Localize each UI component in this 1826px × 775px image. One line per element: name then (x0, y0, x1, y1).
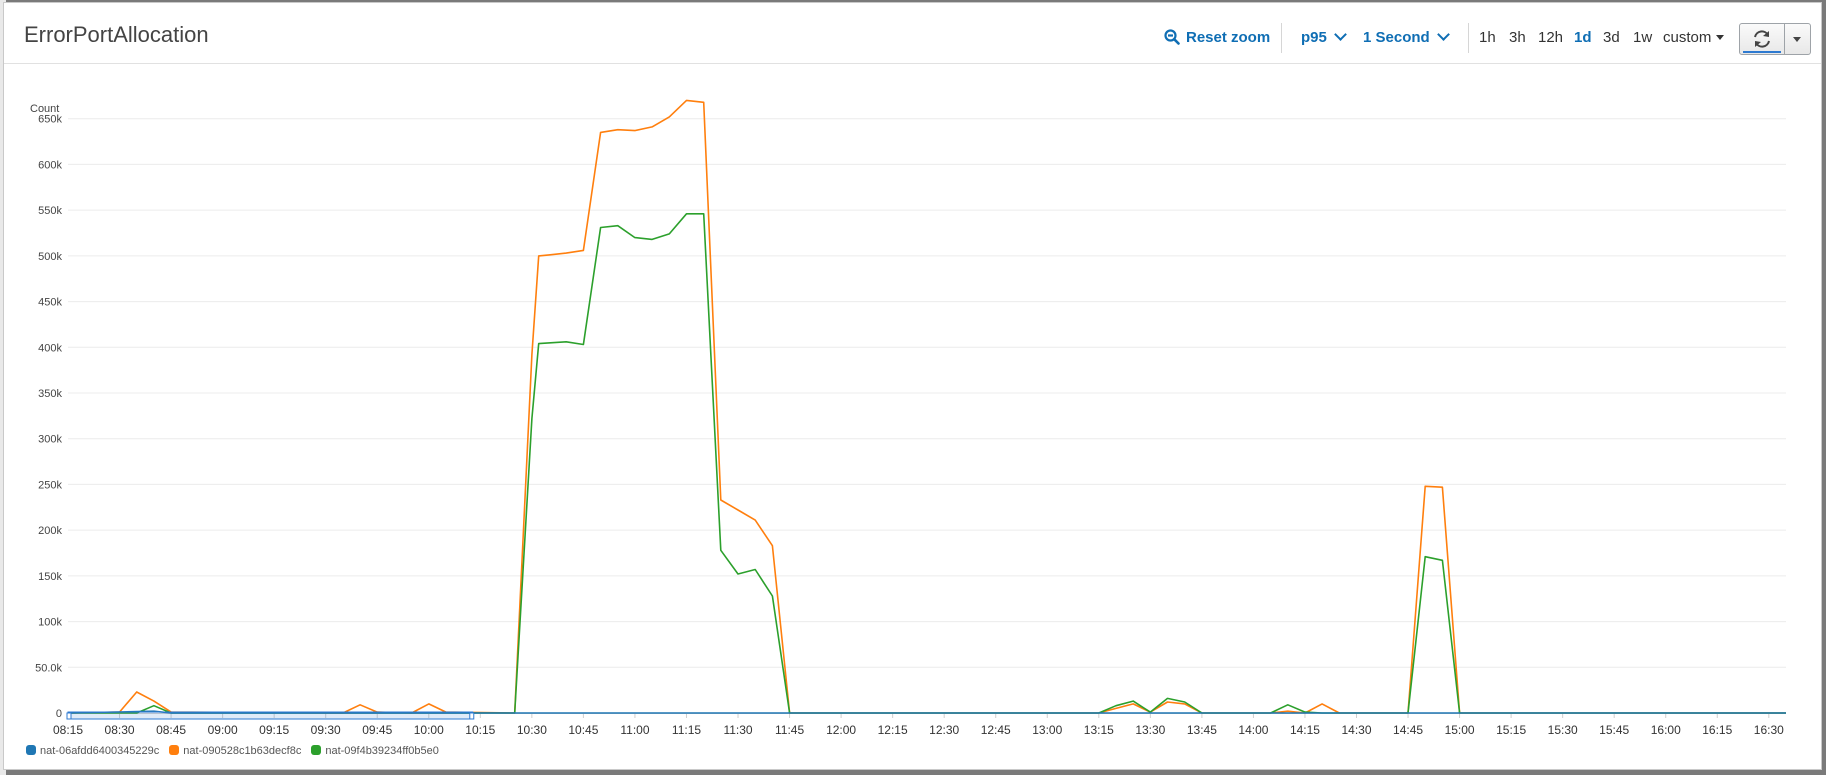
y-axis-label: Count (30, 103, 59, 115)
legend-item[interactable]: nat-090528c1b63decf8c (169, 745, 301, 757)
x-tick-label: 10:30 (517, 723, 547, 737)
x-tick-label: 13:30 (1135, 723, 1165, 737)
legend-label: nat-090528c1b63decf8c (183, 745, 302, 757)
y-tick-label: 0 (56, 708, 62, 720)
period-dropdown[interactable]: 1 Second (1363, 21, 1450, 55)
legend-item[interactable]: nat-09f4b39234ff0b5e0 (311, 745, 439, 757)
x-tick-label: 14:30 (1341, 723, 1371, 737)
x-tick-label: 12:15 (878, 723, 908, 737)
legend-label: nat-06afdd6400345229c (40, 745, 160, 757)
zoom-brush-handle-right (469, 712, 475, 720)
x-tick-label: 13:15 (1084, 723, 1114, 737)
chevron-down-icon (1333, 28, 1347, 41)
zoom-brush-handle-left (66, 712, 72, 720)
custom-range-label: custom (1663, 29, 1712, 46)
x-tick-label: 12:45 (981, 723, 1011, 737)
x-tick-label: 11:30 (723, 723, 752, 737)
x-tick-label: 09:00 (208, 723, 238, 737)
x-tick-label: 15:30 (1548, 723, 1578, 737)
x-tick-label: 10:00 (414, 723, 444, 737)
divider (1281, 23, 1282, 53)
range-1d[interactable]: 1d (1574, 29, 1592, 46)
range-3d[interactable]: 3d (1603, 29, 1620, 46)
legend-swatch (311, 745, 322, 755)
y-tick-label: 200k (38, 525, 62, 537)
period-value: 1 Second (1363, 29, 1430, 46)
y-tick-label: 400k (38, 342, 62, 354)
widget-header: ErrorPortAllocation Reset zoom p95 1 Sec… (4, 3, 1821, 64)
x-tick-label: 08:30 (105, 723, 135, 737)
refresh-button[interactable] (1740, 24, 1785, 54)
legend-label: nat-09f4b39234ff0b5e0 (325, 745, 439, 757)
chevron-down-icon (1436, 28, 1450, 41)
range-1h[interactable]: 1h (1479, 29, 1496, 46)
caret-down-icon (1793, 37, 1801, 42)
x-tick-label: 14:15 (1290, 723, 1320, 737)
x-tick-label: 11:15 (672, 723, 701, 737)
x-tick-label: 09:15 (259, 723, 289, 737)
zoom-out-icon (1164, 29, 1180, 45)
x-tick-label: 15:45 (1599, 723, 1629, 737)
x-tick-label: 10:15 (465, 723, 495, 737)
y-tick-label: 350k (38, 388, 62, 400)
y-tick-label: 100k (38, 617, 62, 629)
refresh-underline (1743, 51, 1781, 53)
x-tick-label: 13:00 (1032, 723, 1062, 737)
line-chart: Count 0 50.0k 100k 150k 200k 250k 300k 350k 400k 4… (30, 99, 1786, 737)
reset-zoom-button[interactable]: Reset zoom (1164, 21, 1270, 55)
refresh-options-button[interactable] (1785, 24, 1810, 54)
divider (1468, 23, 1469, 53)
refresh-icon (1754, 30, 1770, 48)
x-tick-label: 14:45 (1393, 723, 1423, 737)
y-tick-label: 50.0k (35, 662, 62, 674)
statistic-value: p95 (1301, 29, 1327, 46)
y-tick-label: 500k (38, 251, 62, 263)
legend-item[interactable]: nat-06afdd6400345229c (26, 745, 159, 757)
y-tick-label: 300k (38, 434, 62, 446)
x-tick-label: 11:45 (775, 723, 804, 737)
range-3h[interactable]: 3h (1509, 29, 1526, 46)
range-1w[interactable]: 1w (1633, 29, 1653, 46)
custom-range-dropdown[interactable]: custom (1663, 21, 1725, 55)
y-tick-label: 250k (38, 479, 62, 491)
x-tick-label: 08:45 (156, 723, 186, 737)
metric-widget: ErrorPortAllocation Reset zoom p95 1 Sec… (3, 2, 1822, 770)
range-12h[interactable]: 12h (1538, 29, 1564, 46)
x-tick-label: 09:45 (362, 723, 392, 737)
x-tick-label: 15:00 (1445, 723, 1475, 737)
zoom-brush (67, 711, 474, 720)
reset-zoom-label: Reset zoom (1186, 29, 1271, 46)
y-tick-label: 550k (38, 205, 62, 217)
x-tick-label: 10:45 (568, 723, 598, 737)
x-tick-label: 15:15 (1496, 723, 1526, 737)
caret-down-icon (1716, 35, 1725, 40)
x-tick-label: 16:15 (1702, 723, 1732, 737)
y-tick-label: 450k (38, 297, 62, 309)
series-line-nat-09f4b39234ff0b5e0 (68, 213, 1786, 714)
widget-title: ErrorPortAllocation (24, 22, 209, 47)
statistic-dropdown[interactable]: p95 (1301, 21, 1347, 55)
y-tick-label: 600k (38, 159, 62, 171)
y-tick-label: 150k (38, 571, 62, 583)
legend-swatch (169, 745, 180, 755)
x-tick-label: 09:30 (311, 723, 341, 737)
x-tick-label: 13:45 (1187, 723, 1217, 737)
refresh-button-group (1739, 23, 1811, 55)
x-tick-label: 11:00 (620, 723, 649, 737)
x-tick-label: 16:30 (1754, 723, 1784, 737)
x-tick-label: 14:00 (1238, 723, 1268, 737)
y-tick-label: 650k (38, 114, 62, 126)
x-tick-label: 12:30 (929, 723, 959, 737)
x-tick-label: 12:00 (826, 723, 856, 737)
legend-swatch (26, 745, 36, 755)
x-tick-label: 16:00 (1651, 723, 1681, 737)
chart-legend: nat-06afdd6400345229c nat-090528c1b63decf… (26, 745, 449, 757)
chart-area[interactable]: Count 0 50.0k 100k 150k 200k 250k 300k 350k 400k 4… (4, 63, 1823, 743)
x-tick-label: 08:15 (53, 723, 83, 737)
